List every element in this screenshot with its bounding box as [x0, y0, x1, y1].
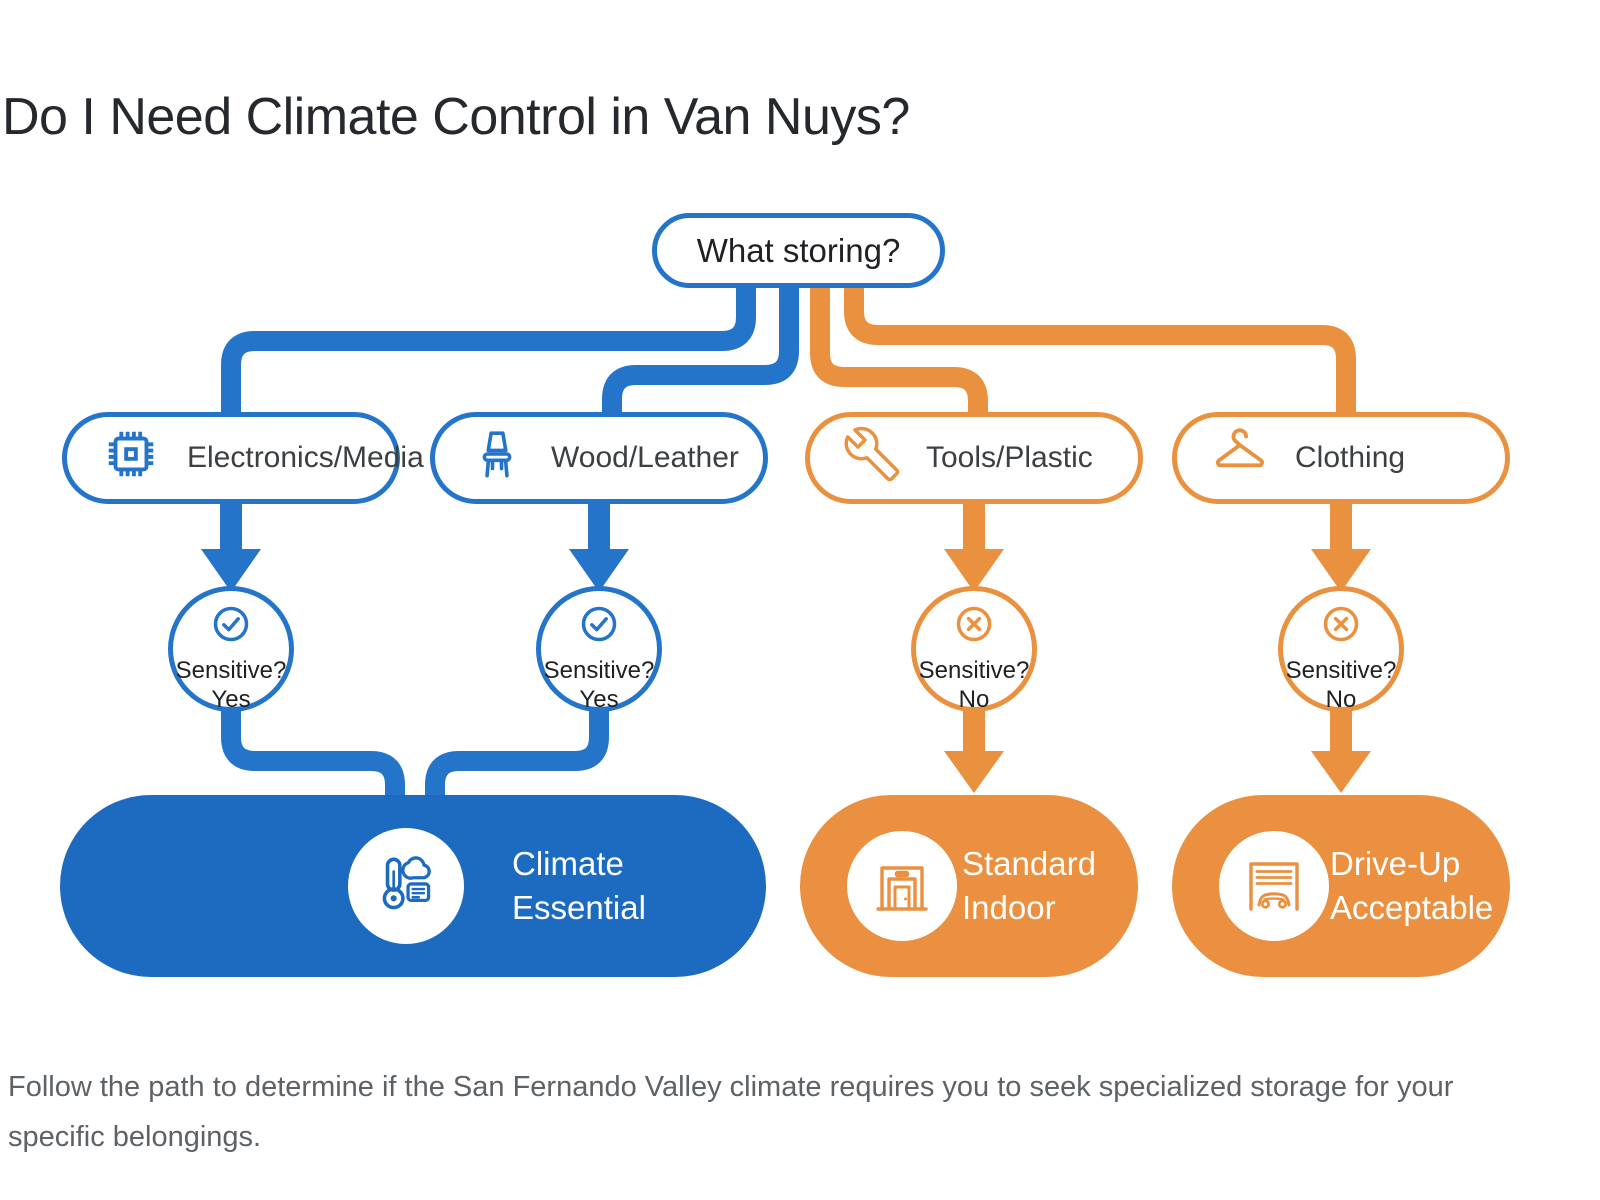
decision-answer: No: [958, 686, 990, 713]
node-what-storing: What storing?: [652, 213, 945, 288]
node-electronics-media-label: Electronics/Media: [187, 441, 424, 474]
arrow-electronics-to-decision: [201, 502, 261, 592]
arrow-wood-to-decision: [569, 502, 629, 592]
caption: Follow the path to determine if the San …: [8, 1062, 1453, 1162]
arrow-decision4-to-driveup: [1311, 706, 1371, 793]
connector-root-to-electronics: [221, 282, 756, 418]
outcome-climate-essential-label: Climate Essential: [512, 845, 646, 926]
caption-line-2: specific belongings.: [8, 1121, 262, 1153]
indoor-entrance-icon: [847, 831, 957, 941]
hanger-icon: [1211, 425, 1269, 491]
garage-car-icon: [1219, 831, 1329, 941]
arrow-decision3-to-standard: [944, 706, 1004, 793]
outcome-climate-essential: Climate Essential: [60, 795, 766, 977]
arrow-tools-to-decision: [944, 502, 1004, 592]
wrench-icon: [844, 426, 900, 490]
decision-tools-sensitive: Sensitive? No: [911, 586, 1037, 713]
decision-answer: Yes: [579, 686, 619, 713]
outcome-drive-up-acceptable-label: Drive-Up Acceptable: [1330, 845, 1494, 926]
decision-answer: No: [1325, 686, 1357, 713]
arrow-clothing-to-decision: [1311, 502, 1371, 592]
decision-electronics-sensitive: Sensitive? Yes: [168, 586, 294, 713]
node-tools-plastic: Tools/Plastic: [805, 412, 1143, 504]
x-circle-icon: [954, 604, 994, 651]
caption-line-1: Follow the path to determine if the San …: [8, 1071, 1454, 1103]
connector-decision2-to-climate: [425, 706, 609, 810]
decision-question: Sensitive?: [175, 657, 287, 684]
x-circle-icon: [1321, 604, 1361, 651]
check-circle-icon: [579, 604, 619, 651]
connector-root-to-wood: [602, 282, 799, 418]
node-clothing-label: Clothing: [1295, 441, 1406, 474]
check-circle-icon: [211, 604, 251, 651]
decision-wood-sensitive: Sensitive? Yes: [536, 586, 662, 713]
decision-clothing-sensitive: Sensitive? No: [1278, 586, 1404, 713]
decision-question: Sensitive?: [918, 657, 1030, 684]
node-tools-plastic-label: Tools/Plastic: [926, 441, 1093, 474]
chip-icon: [101, 424, 161, 492]
thermometer-cloud-icon: [348, 828, 464, 944]
connector-decision1-to-climate: [221, 706, 405, 810]
node-electronics-media: Electronics/Media: [62, 412, 424, 504]
connector-root-to-clothing: [844, 282, 1356, 418]
decision-question: Sensitive?: [543, 657, 655, 684]
decision-question: Sensitive?: [1285, 657, 1397, 684]
page-title: Do I Need Climate Control in Van Nuys?: [2, 87, 910, 146]
connector-root-to-tools: [810, 282, 988, 418]
node-wood-leather: Wood/Leather: [430, 412, 768, 504]
node-wood-leather-label: Wood/Leather: [551, 441, 739, 474]
outcome-drive-up-acceptable: Drive-Up Acceptable: [1172, 795, 1510, 977]
decision-answer: Yes: [211, 686, 251, 713]
outcome-standard-indoor: Standard Indoor: [800, 795, 1138, 977]
outcome-standard-indoor-label: Standard Indoor: [962, 845, 1096, 926]
node-clothing: Clothing: [1172, 412, 1510, 504]
node-what-storing-label: What storing?: [696, 231, 901, 269]
chair-icon: [469, 426, 525, 490]
